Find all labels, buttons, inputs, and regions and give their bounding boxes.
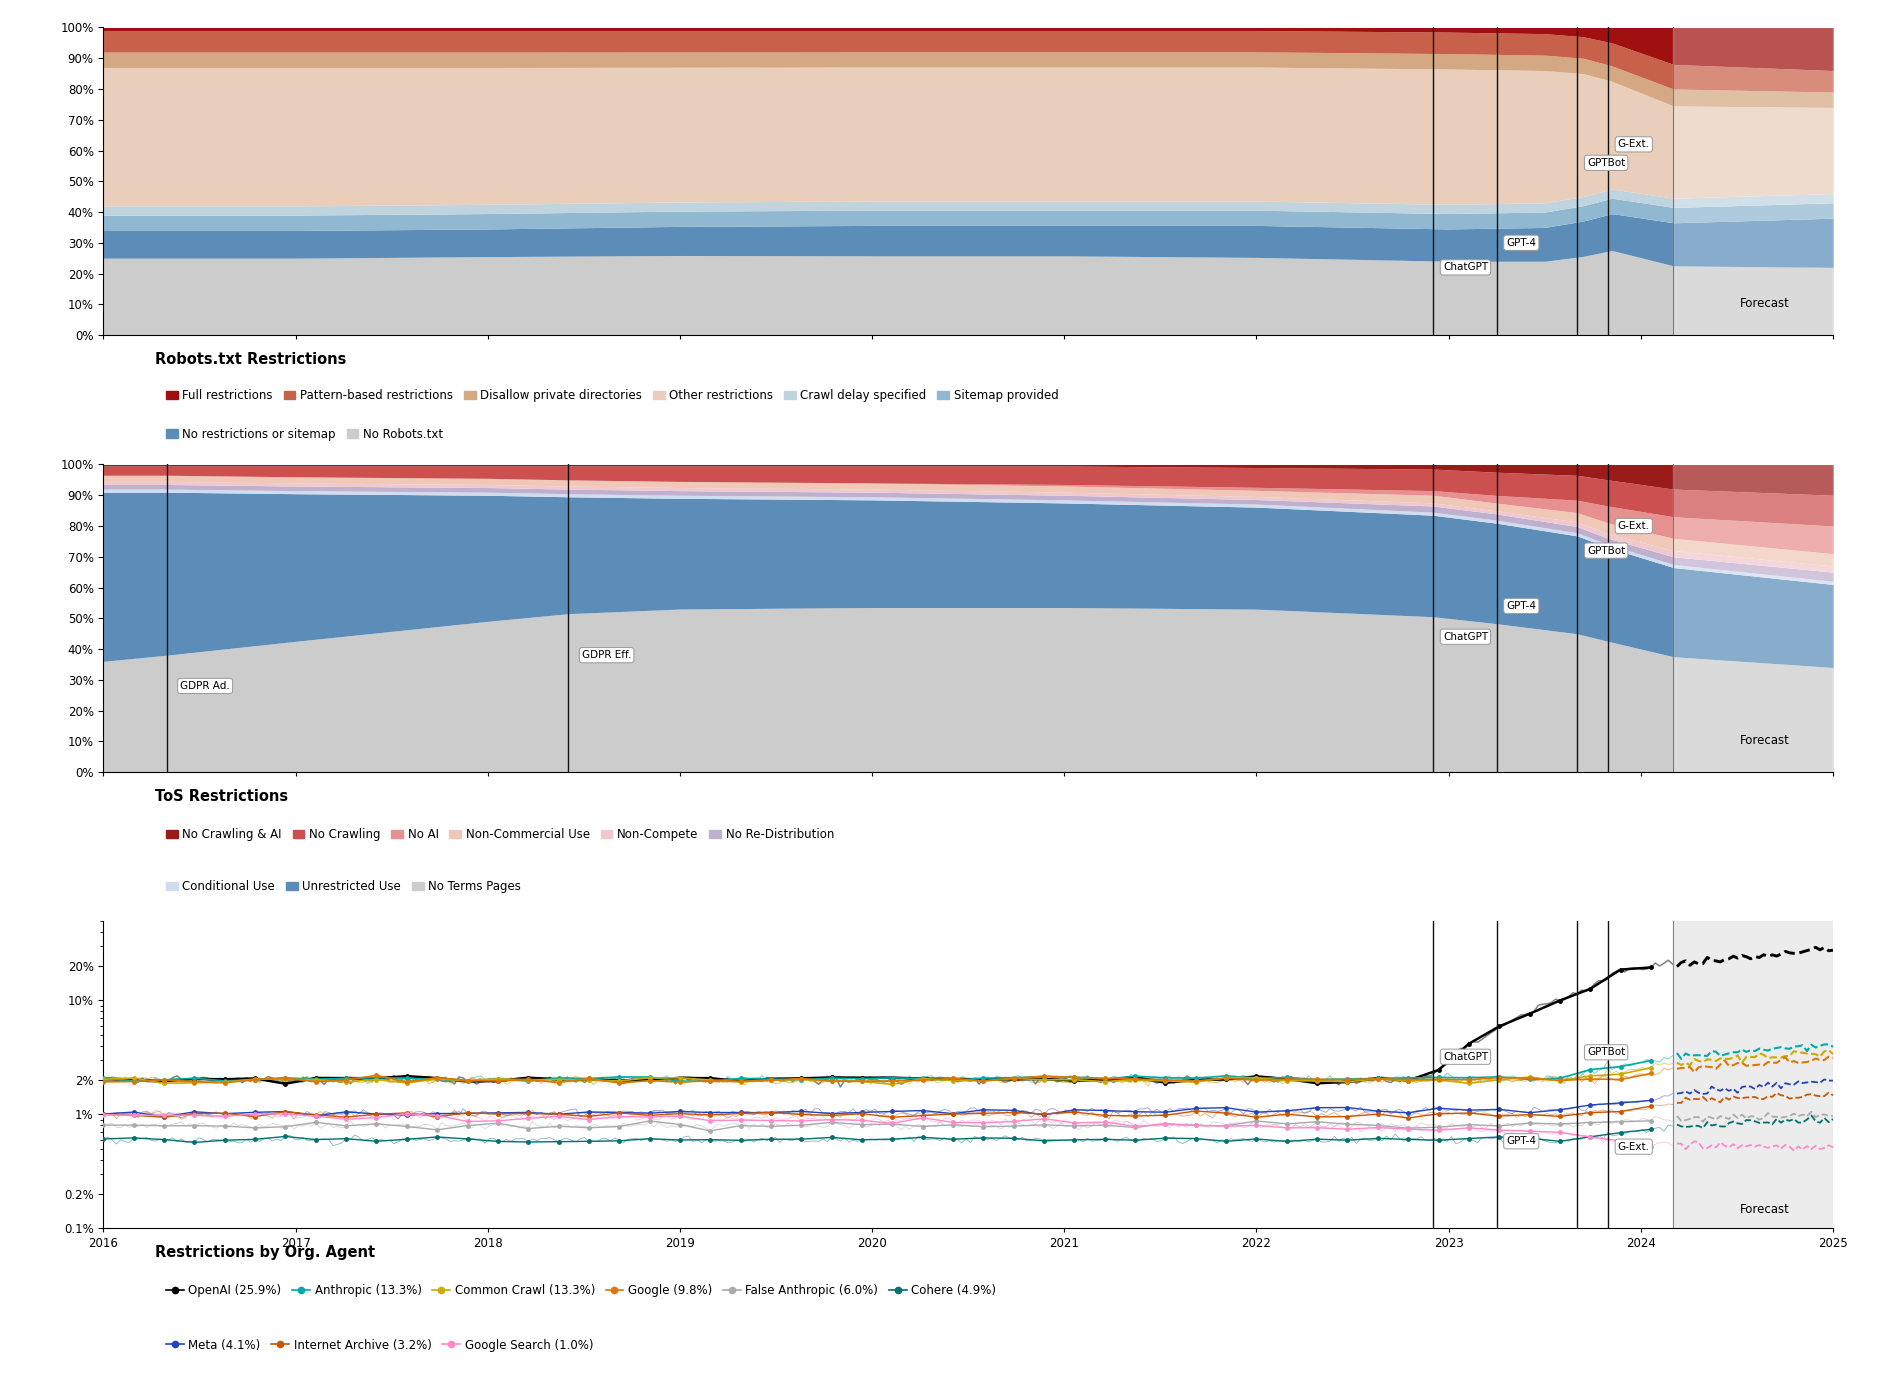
Text: GPTBot: GPTBot	[1587, 1047, 1626, 1058]
Text: GPTBot: GPTBot	[1587, 158, 1626, 168]
Text: ChatGPT: ChatGPT	[1442, 632, 1487, 642]
Bar	[1673, 921, 1833, 1228]
Text: ChatGPT: ChatGPT	[1442, 1051, 1487, 1062]
Bar	[1673, 464, 1833, 772]
Text: GDPR Eff.: GDPR Eff.	[583, 650, 632, 660]
Text: Restrictions by Org. Agent: Restrictions by Org. Agent	[156, 1245, 376, 1260]
Text: G-Ext.: G-Ext.	[1619, 1142, 1651, 1151]
Text: GDPR Ad.: GDPR Ad.	[180, 682, 229, 691]
Bar	[1673, 27, 1833, 335]
Text: Robots.txt Restrictions: Robots.txt Restrictions	[156, 352, 346, 367]
Text: GPT-4: GPT-4	[1506, 1136, 1536, 1146]
Text: G-Ext.: G-Ext.	[1619, 139, 1651, 150]
Legend: No restrictions or sitemap, No Robots.txt: No restrictions or sitemap, No Robots.tx…	[162, 423, 447, 445]
Text: ChatGPT: ChatGPT	[1442, 262, 1487, 272]
Text: GPT-4: GPT-4	[1506, 238, 1536, 247]
Text: GPTBot: GPTBot	[1587, 545, 1626, 555]
Text: G-Ext.: G-Ext.	[1619, 521, 1651, 530]
Text: GPT-4: GPT-4	[1506, 600, 1536, 611]
Text: Forecast: Forecast	[1739, 297, 1790, 311]
Text: ToS Restrictions: ToS Restrictions	[156, 789, 288, 804]
Legend: Conditional Use, Unrestricted Use, No Terms Pages: Conditional Use, Unrestricted Use, No Te…	[162, 875, 526, 897]
Text: Forecast: Forecast	[1739, 1204, 1790, 1216]
Legend: Meta (4.1%), Internet Archive (3.2%), Google Search (1.0%): Meta (4.1%), Internet Archive (3.2%), Go…	[162, 1334, 598, 1356]
Text: Forecast: Forecast	[1739, 735, 1790, 747]
